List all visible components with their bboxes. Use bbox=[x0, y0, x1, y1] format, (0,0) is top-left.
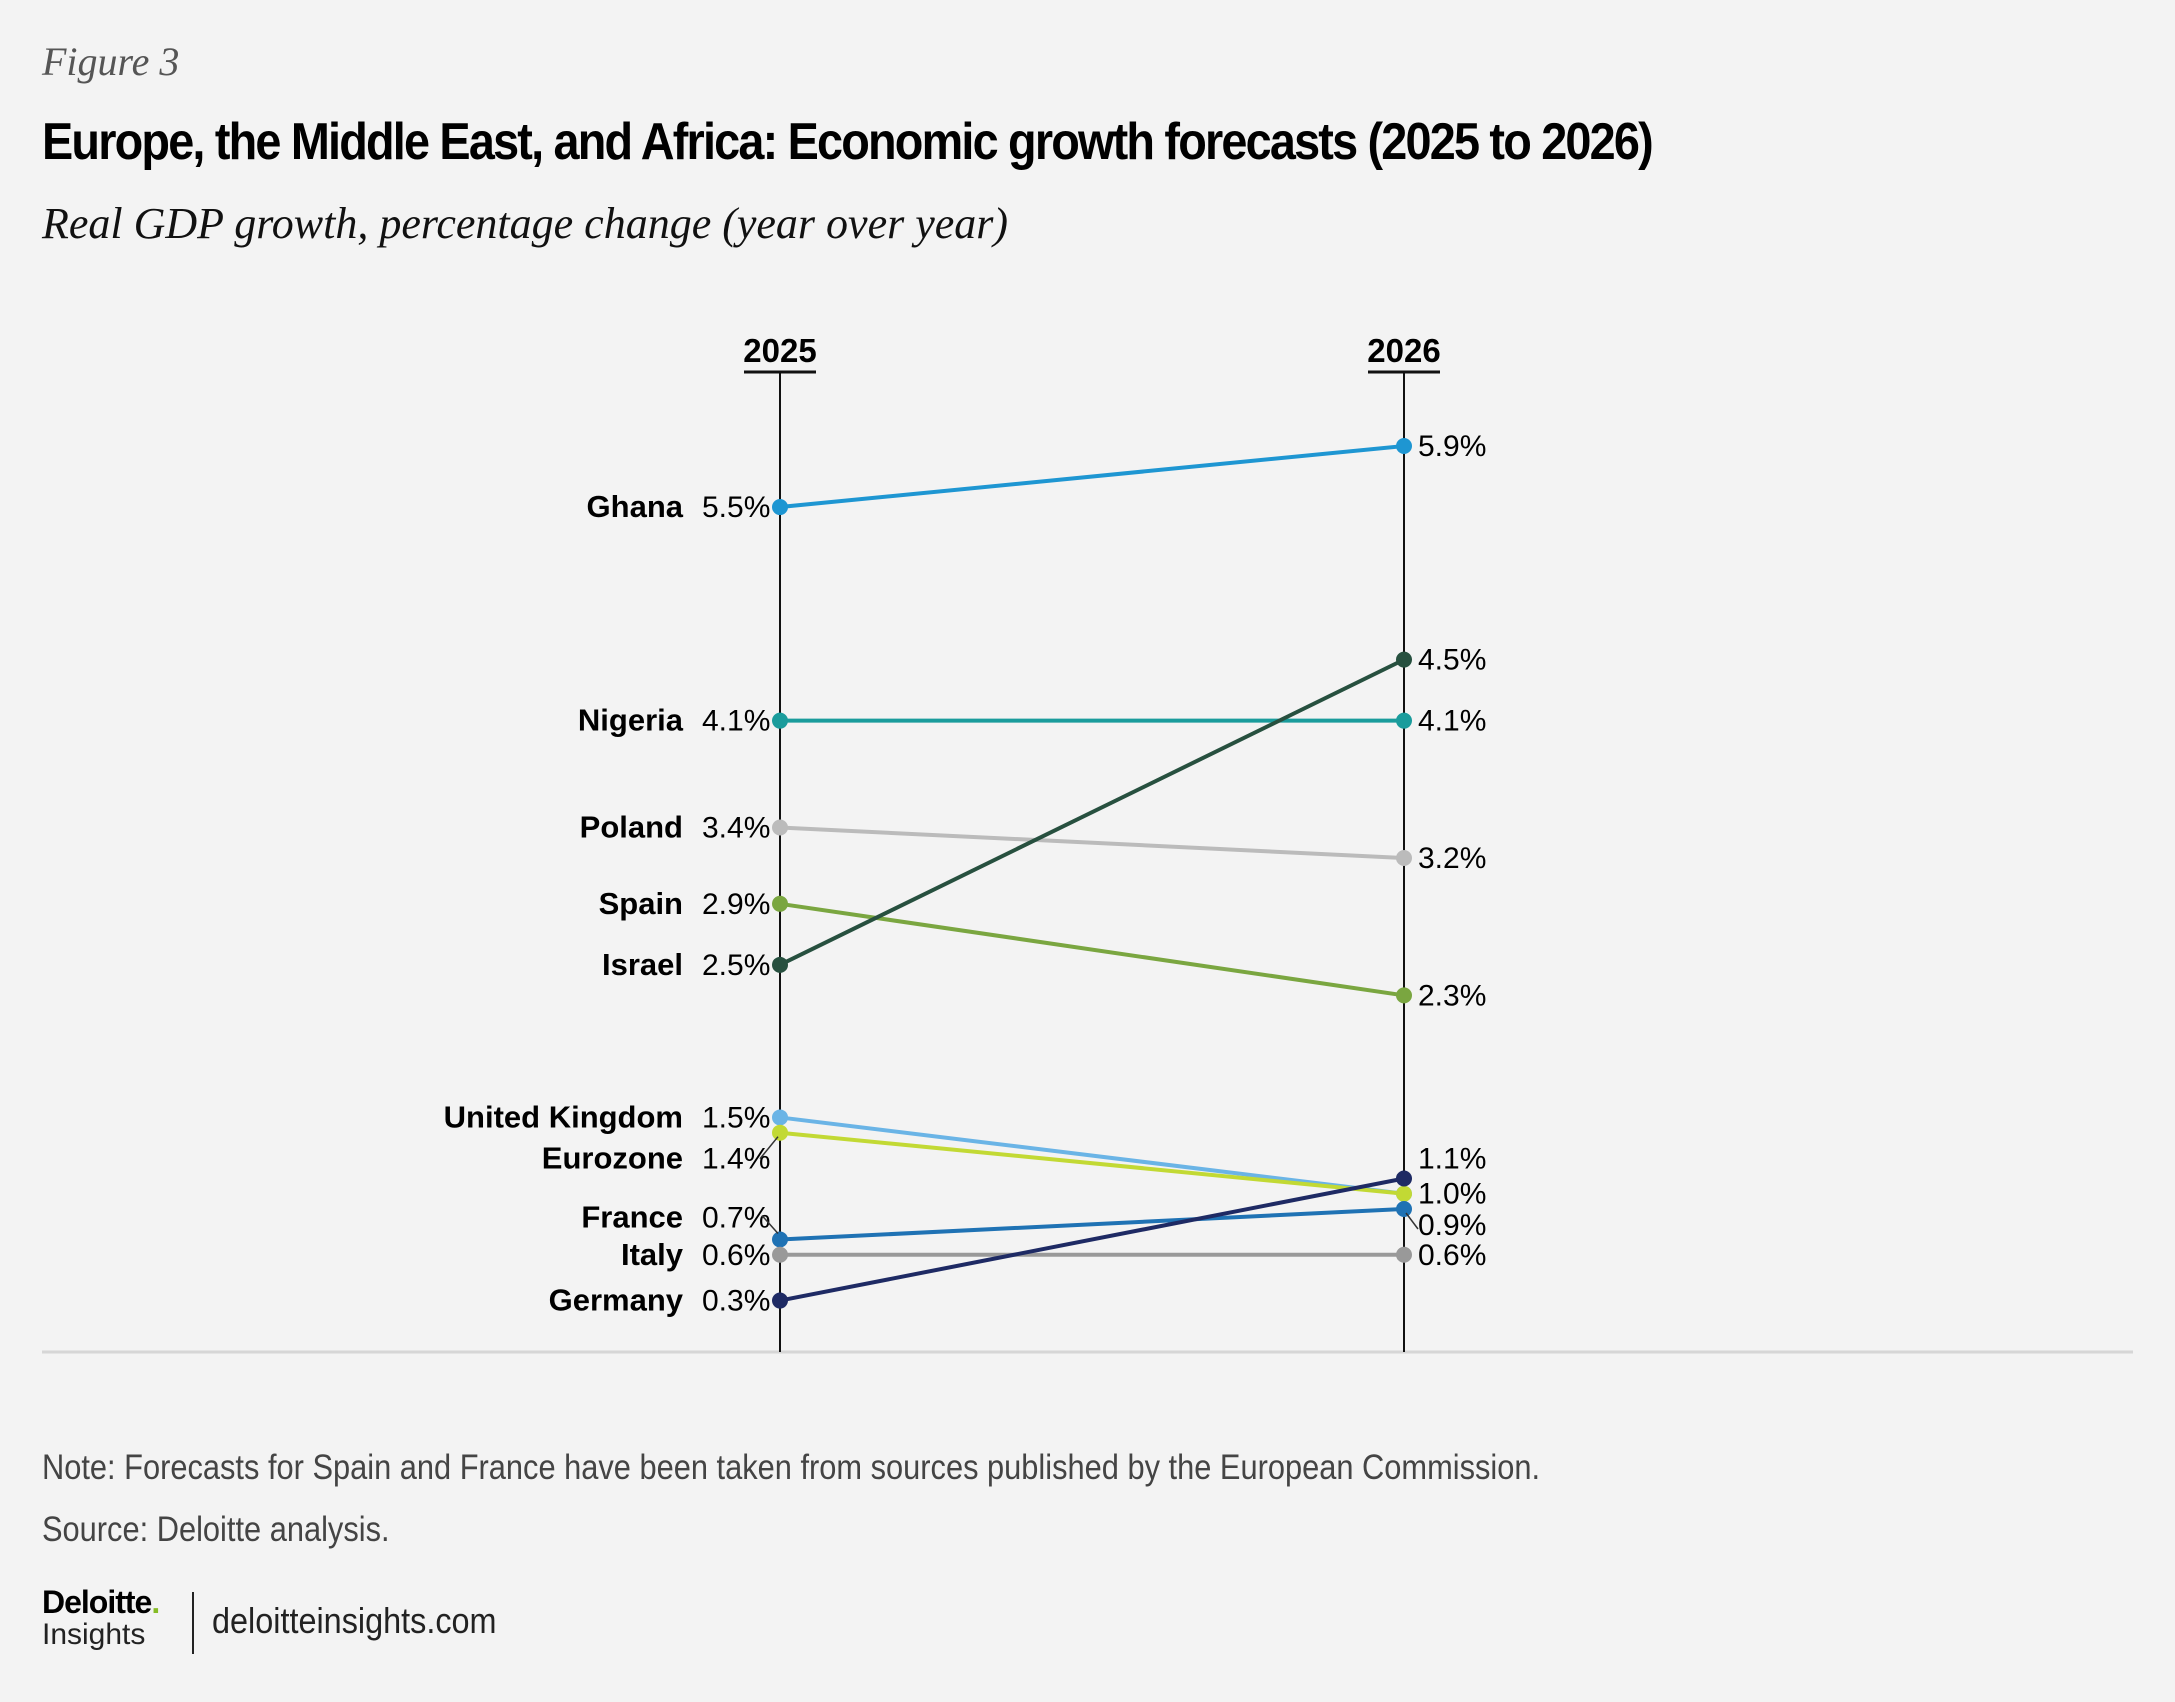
value-label-2025-poland: 3.4% bbox=[702, 812, 770, 845]
leader-line-eurozone bbox=[759, 1136, 779, 1160]
country-label-germany: Germany bbox=[549, 1283, 684, 1318]
value-label-2025-eurozone: 1.4% bbox=[702, 1143, 770, 1176]
country-label-nigeria: Nigeria bbox=[578, 703, 684, 738]
country-label-united-kingdom: United Kingdom bbox=[444, 1099, 683, 1134]
logo-divider bbox=[192, 1592, 194, 1654]
value-label-2025-united-kingdom: 1.5% bbox=[702, 1101, 770, 1134]
value-label-2026-italy: 0.6% bbox=[1418, 1239, 1486, 1272]
point-2026-spain bbox=[1396, 987, 1412, 1004]
point-2025-eurozone bbox=[772, 1124, 788, 1141]
series-line-israel bbox=[779, 657, 1405, 967]
point-2026-israel bbox=[1396, 651, 1412, 668]
insights-logo-text: Insights bbox=[42, 1618, 146, 1651]
country-label-eurozone: Eurozone bbox=[542, 1141, 683, 1176]
series-line-eurozone bbox=[779, 1130, 1405, 1196]
series-line-germany bbox=[779, 1176, 1405, 1303]
point-2025-nigeria bbox=[772, 712, 788, 729]
point-2025-israel bbox=[772, 956, 788, 973]
leader-line-france bbox=[761, 1215, 779, 1235]
series-line-united-kingdom bbox=[779, 1115, 1405, 1196]
value-label-2025-spain: 2.9% bbox=[702, 888, 770, 921]
country-label-israel: Israel bbox=[602, 947, 683, 982]
point-2026-ghana bbox=[1396, 438, 1412, 454]
country-label-spain: Spain bbox=[599, 886, 683, 921]
point-2026-poland bbox=[1396, 850, 1412, 867]
value-label-2025-france: 0.7% bbox=[702, 1202, 770, 1235]
chart-note: Note: Forecasts for Spain and France hav… bbox=[42, 1448, 1541, 1487]
point-2025-italy bbox=[772, 1246, 788, 1263]
value-label-2026-poland: 3.2% bbox=[1418, 842, 1486, 875]
axis-header-2026: 2026 bbox=[1367, 332, 1440, 369]
point-2025-spain bbox=[772, 895, 788, 912]
axis-header-2025: 2025 bbox=[743, 332, 816, 369]
country-label-france: France bbox=[581, 1200, 683, 1235]
value-label-2026-eurozone: 1.0% bbox=[1418, 1178, 1486, 1211]
chart-subtitle: Real GDP growth, percentage change (year… bbox=[42, 199, 1009, 248]
point-2026-italy bbox=[1396, 1246, 1412, 1263]
logo-dot: . bbox=[151, 1584, 160, 1620]
point-2025-united-kingdom bbox=[772, 1109, 788, 1126]
value-label-2025-nigeria: 4.1% bbox=[702, 705, 770, 738]
country-label-poland: Poland bbox=[580, 810, 683, 845]
value-label-2026-spain: 2.3% bbox=[1418, 979, 1486, 1012]
point-2025-france bbox=[772, 1231, 788, 1248]
series-line-ghana bbox=[779, 444, 1405, 510]
figure-label: Figure 3 bbox=[42, 39, 180, 84]
site-link[interactable]: deloitteinsights.com bbox=[212, 1600, 497, 1641]
chart-title: Europe, the Middle East, and Africa: Eco… bbox=[42, 113, 1654, 171]
country-label-italy: Italy bbox=[621, 1237, 684, 1272]
series-line-spain bbox=[779, 901, 1405, 998]
value-label-2025-germany: 0.3% bbox=[702, 1285, 770, 1318]
value-label-2025-israel: 2.5% bbox=[702, 949, 770, 982]
point-2026-france bbox=[1396, 1201, 1412, 1217]
series-line-poland bbox=[779, 825, 1405, 861]
series-line-france bbox=[779, 1207, 1405, 1242]
value-label-2026-germany: 1.1% bbox=[1418, 1142, 1486, 1175]
value-label-2026-nigeria: 4.1% bbox=[1418, 705, 1486, 738]
value-label-2026-israel: 4.5% bbox=[1418, 644, 1486, 677]
value-label-2026-ghana: 5.9% bbox=[1418, 430, 1486, 463]
value-label-2025-ghana: 5.5% bbox=[702, 491, 770, 524]
point-2026-germany bbox=[1396, 1170, 1412, 1187]
logo-text: Deloitte bbox=[42, 1584, 152, 1620]
value-label-2026-france: 0.9% bbox=[1418, 1209, 1486, 1242]
chart-source: Source: Deloitte analysis. bbox=[42, 1510, 390, 1549]
country-label-ghana: Ghana bbox=[587, 489, 684, 524]
point-2025-poland bbox=[772, 819, 788, 836]
point-2025-germany bbox=[772, 1292, 788, 1309]
leader-line-france-2026 bbox=[1405, 1212, 1419, 1230]
deloitte-logo: Deloitte. bbox=[42, 1584, 160, 1621]
point-2026-eurozone bbox=[1396, 1185, 1412, 1202]
point-2026-nigeria bbox=[1396, 712, 1412, 729]
value-label-2025-italy: 0.6% bbox=[702, 1239, 770, 1272]
point-2025-ghana bbox=[772, 499, 788, 516]
